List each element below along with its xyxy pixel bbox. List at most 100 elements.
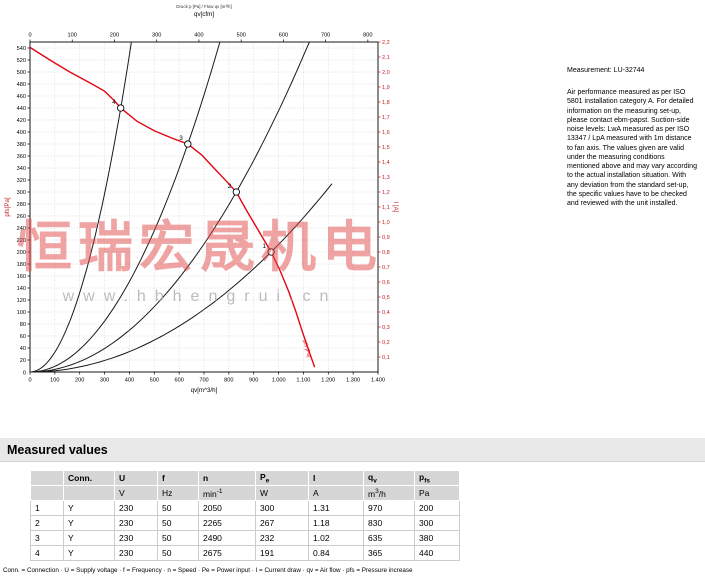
cell: 230 <box>114 545 158 561</box>
cell: m3/h <box>363 485 415 501</box>
svg-text:qv[m^3/h]: qv[m^3/h] <box>191 387 218 394</box>
svg-text:240: 240 <box>17 226 26 232</box>
cell: f <box>157 470 199 486</box>
air-performance-chart: 0 100 200 300 400 500 600 700 800 900 1.000 1.100 1.… <box>0 0 400 436</box>
svg-text:1,5: 1,5 <box>382 145 390 151</box>
cell: 230 <box>114 500 158 516</box>
svg-text:420: 420 <box>17 118 26 124</box>
cell: 1.31 <box>308 500 364 516</box>
svg-text:0,2: 0,2 <box>382 340 390 346</box>
svg-text:1.200: 1.200 <box>321 378 335 384</box>
operating-points: 1 2 3 4 <box>112 99 275 256</box>
svg-text:200: 200 <box>75 378 84 384</box>
svg-text:120: 120 <box>17 298 26 304</box>
cell: 365 <box>363 545 415 561</box>
cell: 2265 <box>198 515 256 531</box>
svg-text:1,2: 1,2 <box>382 190 390 196</box>
svg-text:300: 300 <box>152 33 161 39</box>
cell: 635 <box>363 530 415 546</box>
table-row: 3 Y 230 50 2490 232 1.02 635 380 <box>30 530 460 546</box>
svg-text:100: 100 <box>17 310 26 316</box>
svg-text:700: 700 <box>199 378 208 384</box>
axis-left: 0 20 40 60 80 100 120 140 160 180 200 220 240 260 280 3… <box>4 46 30 377</box>
svg-text:700: 700 <box>321 33 330 39</box>
operating-point-marker <box>117 104 125 112</box>
cell: Y <box>63 500 115 516</box>
system-curve <box>29 41 132 373</box>
svg-text:2,0: 2,0 <box>382 70 390 76</box>
cell: 200 <box>414 500 460 516</box>
svg-text:260: 260 <box>17 214 26 220</box>
svg-text:800: 800 <box>363 33 372 39</box>
svg-text:180: 180 <box>17 262 26 268</box>
cell: 970 <box>363 500 415 516</box>
measurement-description: Air performance measured as per ISO 5801… <box>567 89 697 208</box>
svg-text:340: 340 <box>17 166 26 172</box>
fan-curve: pfs [Pa] <box>29 46 316 368</box>
operating-point-label: 1 <box>263 243 267 250</box>
svg-text:500: 500 <box>17 70 26 76</box>
svg-text:540: 540 <box>17 46 26 52</box>
svg-text:800: 800 <box>224 378 233 384</box>
cell: 440 <box>414 545 460 561</box>
cell: Y <box>63 545 115 561</box>
svg-text:160: 160 <box>17 274 26 280</box>
svg-text:0: 0 <box>23 371 26 377</box>
svg-text:500: 500 <box>236 33 245 39</box>
svg-text:0,4: 0,4 <box>382 310 390 316</box>
svg-text:I [A]: I [A] <box>392 201 399 212</box>
axis-bottom: 0 100 200 300 400 500 600 700 800 900 1.000 1.100 1.… <box>28 372 385 394</box>
svg-text:Druck p [Pa] / Flow qv [m³/h]: Druck p [Pa] / Flow qv [m³/h] <box>176 4 231 9</box>
cell: 267 <box>255 515 309 531</box>
cell: 50 <box>157 530 199 546</box>
svg-text:0: 0 <box>28 33 31 39</box>
svg-text:400: 400 <box>194 33 203 39</box>
system-curve <box>29 183 333 373</box>
operating-point-label: 4 <box>112 99 116 106</box>
svg-text:600: 600 <box>174 378 183 384</box>
operating-point-marker <box>232 188 240 196</box>
svg-text:0,3: 0,3 <box>382 325 390 331</box>
cell <box>30 470 64 486</box>
cell: Hz <box>157 485 199 501</box>
svg-text:1,3: 1,3 <box>382 175 390 181</box>
svg-text:1.400: 1.400 <box>371 378 385 384</box>
cell: 1 <box>30 500 64 516</box>
svg-text:480: 480 <box>17 82 26 88</box>
system-curves <box>29 41 333 373</box>
cell: A <box>308 485 364 501</box>
svg-text:40: 40 <box>20 346 26 352</box>
cell: 50 <box>157 500 199 516</box>
measurement-id: Measurement: LU-32744 <box>567 67 645 74</box>
section-title: Measured values <box>7 442 108 457</box>
curve-end-label: pfs [Pa] <box>301 339 312 359</box>
svg-text:900: 900 <box>249 378 258 384</box>
cell: W <box>255 485 309 501</box>
system-curve <box>29 41 310 373</box>
cell: 380 <box>414 530 460 546</box>
svg-text:280: 280 <box>17 202 26 208</box>
cell: 830 <box>363 515 415 531</box>
svg-text:200: 200 <box>17 250 26 256</box>
performance-chart-svg: 0 100 200 300 400 500 600 700 800 900 1.000 1.100 1.… <box>4 4 399 394</box>
svg-text:0,9: 0,9 <box>382 235 390 241</box>
cell: min-1 <box>198 485 256 501</box>
operating-point-label: 3 <box>179 135 183 142</box>
svg-text:qv[cfm]: qv[cfm] <box>194 11 214 18</box>
cell: 2490 <box>198 530 256 546</box>
svg-text:140: 140 <box>17 286 26 292</box>
svg-text:380: 380 <box>17 142 26 148</box>
axis-right: 0,1 0,2 0,3 0,4 0,5 0,6 0,7 0,8 0,9 1,0 1,1 1,2 1,3 1… <box>378 40 399 361</box>
chart-grid <box>30 42 378 372</box>
svg-text:600: 600 <box>279 33 288 39</box>
svg-text:0: 0 <box>28 378 31 384</box>
cell: n <box>198 470 256 486</box>
svg-text:360: 360 <box>17 154 26 160</box>
svg-text:400: 400 <box>125 378 134 384</box>
cell: 230 <box>114 515 158 531</box>
cell <box>63 485 115 501</box>
abbreviations-legend: Conn. = Connection · U = Supply voltage … <box>3 567 413 574</box>
svg-text:1.300: 1.300 <box>346 378 360 384</box>
